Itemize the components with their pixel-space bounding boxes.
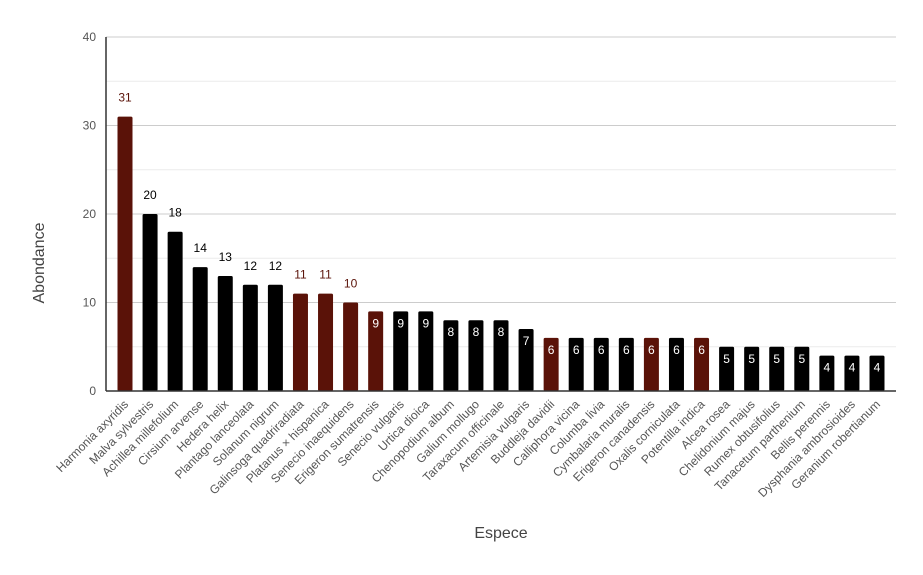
data-label: 5 xyxy=(798,352,805,366)
y-tick-label: 30 xyxy=(83,119,97,133)
bar xyxy=(443,320,459,391)
data-label: 10 xyxy=(344,277,358,291)
data-label: 4 xyxy=(824,361,831,375)
bar xyxy=(618,337,634,391)
bar xyxy=(819,355,835,391)
bar xyxy=(543,337,559,391)
data-label: 8 xyxy=(448,325,455,339)
data-label: 18 xyxy=(168,206,182,220)
y-tick-label: 40 xyxy=(83,30,97,44)
bar xyxy=(869,355,885,391)
data-label: 6 xyxy=(648,343,655,357)
bar xyxy=(142,214,158,391)
bar xyxy=(117,116,133,392)
y-tick-label: 20 xyxy=(83,207,97,221)
data-label: 4 xyxy=(849,361,856,375)
bar xyxy=(343,302,359,391)
data-label: 11 xyxy=(294,268,307,282)
bar xyxy=(844,355,860,391)
bar xyxy=(468,320,484,391)
bar xyxy=(568,337,584,391)
bar xyxy=(192,267,208,391)
data-label: 5 xyxy=(748,352,755,366)
data-label: 4 xyxy=(874,361,881,375)
bar xyxy=(668,337,684,391)
data-label: 12 xyxy=(244,259,258,273)
bar xyxy=(794,346,810,391)
bar xyxy=(643,337,659,391)
bar xyxy=(217,275,233,391)
bar xyxy=(744,346,760,391)
bar xyxy=(267,284,283,391)
data-label: 6 xyxy=(598,343,605,357)
bar xyxy=(518,329,534,391)
y-axis-title: Abondance xyxy=(31,222,48,303)
data-label: 31 xyxy=(118,91,132,105)
data-label: 7 xyxy=(523,334,530,348)
y-tick-label: 10 xyxy=(83,296,97,310)
bar xyxy=(694,337,710,391)
bar xyxy=(719,346,735,391)
data-label: 6 xyxy=(673,343,680,357)
data-label: 6 xyxy=(548,343,555,357)
data-label: 11 xyxy=(319,268,332,282)
bar xyxy=(318,293,334,391)
bars xyxy=(117,116,885,392)
y-tick-labels: 0 10 20 30 40 xyxy=(83,30,97,398)
data-labels: 31 20 18 14 13 12 12 11 11 10 9 9 9 8 8 8 7 6 6 6 6 6 6 6 5 5 5 5 4 4… xyxy=(118,91,880,375)
data-label: 8 xyxy=(473,325,480,339)
bar xyxy=(593,337,609,391)
data-label: 5 xyxy=(723,352,730,366)
data-label: 9 xyxy=(372,316,379,330)
data-label: 6 xyxy=(623,343,630,357)
data-label: 14 xyxy=(194,241,208,255)
data-label: 8 xyxy=(498,325,505,339)
data-label: 5 xyxy=(773,352,780,366)
y-tick-label: 0 xyxy=(89,384,96,398)
bar xyxy=(769,346,785,391)
data-label: 9 xyxy=(397,316,404,330)
data-label: 13 xyxy=(219,250,233,264)
bar xyxy=(292,293,308,391)
bar xyxy=(418,311,434,391)
bar xyxy=(167,231,183,391)
data-label: 6 xyxy=(698,343,705,357)
bar xyxy=(242,284,258,391)
gridlines xyxy=(106,36,896,348)
bar xyxy=(368,311,384,391)
x-axis-title: Espece xyxy=(474,525,527,542)
bar xyxy=(493,320,509,391)
data-label: 9 xyxy=(422,316,429,330)
data-label: 12 xyxy=(269,259,283,273)
data-label: 20 xyxy=(143,188,157,202)
data-label: 6 xyxy=(573,343,580,357)
bar xyxy=(393,311,409,391)
